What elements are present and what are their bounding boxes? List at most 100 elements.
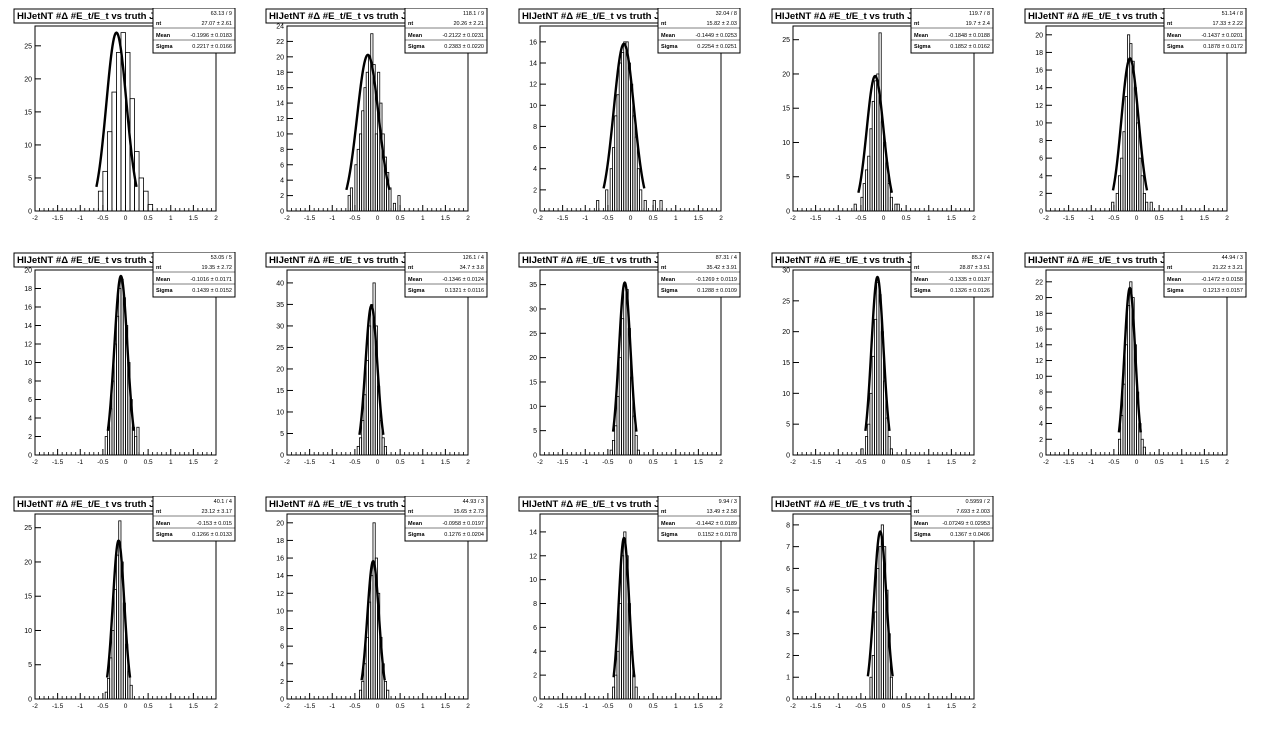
y-tick-label: 8 — [1039, 138, 1043, 145]
stats-value: -0.1346 ± 0.0124 — [442, 277, 484, 283]
histogram-title: HIJetNT #Δ #E_t/E_t vs truth Jet E_t — [269, 499, 433, 510]
y-tick-label: 0 — [280, 453, 284, 460]
x-tick-label: 0.5 — [902, 215, 911, 222]
histogram-title: HIJetNT #Δ #E_t/E_t vs truth Jet E_t — [1028, 255, 1192, 266]
stats-label: Sigma — [914, 532, 931, 538]
stats-value: -0.1449 ± 0.0253 — [695, 33, 737, 39]
x-tick-label: -2 — [790, 459, 796, 466]
x-tick-label: 2 — [972, 703, 976, 710]
gaussian-fit-curve — [106, 274, 136, 431]
y-tick-label: 15 — [276, 388, 284, 395]
histogram-bin — [643, 200, 647, 212]
stats-value: 20.26 ± 2.21 — [453, 21, 484, 27]
histogram-bin — [652, 200, 656, 212]
y-tick-label: 25 — [782, 37, 790, 44]
histogram-bin — [889, 196, 893, 212]
x-tick-label: -0.5 — [97, 703, 109, 710]
y-tick-label: 18 — [1035, 311, 1043, 318]
y-tick-label: 5 — [533, 428, 537, 435]
x-tick-label: 0 — [376, 459, 380, 466]
stats-label: nt — [408, 509, 413, 515]
stats-value: 0.1852 ± 0.0162 — [950, 44, 990, 50]
x-tick-label: -2 — [537, 459, 543, 466]
x-tick-label: -1.5 — [1063, 215, 1075, 222]
y-tick-label: 20 — [1035, 32, 1043, 39]
stats-label: nt — [408, 21, 413, 27]
stats-label: Sigma — [661, 532, 678, 538]
stats-label: Mean — [1167, 277, 1182, 283]
x-tick-label: 0 — [124, 459, 128, 466]
x-tick-label: 0 — [124, 215, 128, 222]
stats-label: Mean — [914, 521, 929, 527]
x-tick-label: -1 — [329, 459, 335, 466]
stats-box — [152, 252, 236, 298]
y-tick-label: 0 — [280, 209, 284, 216]
x-tick-label: 1.5 — [947, 215, 956, 222]
y-tick-label: 6 — [1039, 156, 1043, 163]
histogram-bin — [388, 187, 392, 212]
y-tick-label: 1 — [786, 675, 790, 682]
y-tick-label: 2 — [533, 673, 537, 680]
stats-label: nt — [661, 265, 666, 271]
histogram-title: HIJetNT #Δ #E_t/E_t vs truth Jet E_t — [775, 255, 939, 266]
y-tick-label: 12 — [276, 591, 284, 598]
x-tick-label: 2 — [214, 703, 218, 710]
y-tick-label: 20 — [782, 71, 790, 78]
x-tick-label: 2 — [1225, 215, 1229, 222]
x-tick-label: -2 — [1043, 215, 1049, 222]
stats-label: nt — [661, 21, 666, 27]
stats-value: 23.12 ± 3.17 — [201, 509, 232, 515]
x-tick-label: 1.5 — [1200, 459, 1209, 466]
gaussian-fit-curve — [611, 281, 638, 432]
y-tick-label: 4 — [533, 649, 537, 656]
y-tick-label: 12 — [529, 553, 537, 560]
stats-label: Sigma — [156, 532, 173, 538]
y-tick-label: 18 — [24, 286, 32, 293]
y-tick-label: 5 — [786, 588, 790, 595]
x-tick-label: -1.5 — [557, 215, 569, 222]
x-tick-label: -2 — [537, 703, 543, 710]
stats-label: Mean — [156, 277, 171, 283]
y-tick-label: 0 — [1039, 453, 1043, 460]
stats-label: nt — [1167, 265, 1172, 271]
y-tick-label: 2 — [786, 653, 790, 660]
x-tick-label: 1.5 — [947, 459, 956, 466]
histogram-svg: -2 -1.5 -1 -0.5 0 0.5 1 1.5 20510152025303540HIJ… — [265, 252, 488, 466]
stats-label: Sigma — [1167, 288, 1184, 294]
stats-label: Mean — [914, 277, 929, 283]
y-tick-label: 16 — [276, 85, 284, 92]
x-tick-label: 1.5 — [441, 215, 450, 222]
histogram-bin — [634, 435, 638, 456]
x-tick-label: 1 — [421, 215, 425, 222]
stats-value: -0.1996 ± 0.0183 — [190, 33, 232, 39]
stats-label: nt — [156, 21, 161, 27]
histogram-title: HIJetNT #Δ #E_t/E_t vs truth Jet E_t — [1028, 11, 1192, 22]
x-tick-label: 1 — [1180, 215, 1184, 222]
y-tick-label: 8 — [786, 522, 790, 529]
y-tick-label: 25 — [529, 331, 537, 338]
stats-value: -0.1269 ± 0.0119 — [696, 277, 737, 283]
histogram-title: HIJetNT #Δ #E_t/E_t vs truth Jet E_t — [269, 11, 433, 22]
stats-label: Mean — [408, 521, 423, 527]
gaussian-fit-curve — [105, 539, 132, 678]
stats-value: -0.1335 ± 0.0137 — [948, 277, 990, 283]
histogram-svg: -2 -1.5 -1 -0.5 0 0.5 1 1.5 2 0 1 2 3 4 5 6 7 8 HIJetNT #Δ… — [771, 496, 994, 710]
y-tick-label: 30 — [529, 306, 537, 313]
y-tick-label: 8 — [28, 379, 32, 386]
y-tick-label: 25 — [24, 525, 32, 532]
stats-box — [657, 252, 741, 298]
x-tick-label: -0.5 — [349, 703, 361, 710]
x-tick-label: -2 — [790, 215, 796, 222]
x-tick-label: 1 — [421, 459, 425, 466]
stats-value: 21.22 ± 3.21 — [1212, 265, 1243, 271]
y-tick-label: 15 — [24, 594, 32, 601]
x-tick-label: 2 — [214, 215, 218, 222]
y-tick-label: 4 — [28, 416, 32, 423]
y-tick-label: 20 — [24, 76, 32, 83]
stats-value: 9.94 / 3 — [719, 499, 737, 505]
y-tick-label: 4 — [1039, 421, 1043, 428]
y-tick-label: 6 — [280, 162, 284, 169]
histogram-title: HIJetNT #Δ #E_t/E_t vs truth Jet E_t — [775, 11, 939, 22]
stats-label: Sigma — [1167, 44, 1184, 50]
